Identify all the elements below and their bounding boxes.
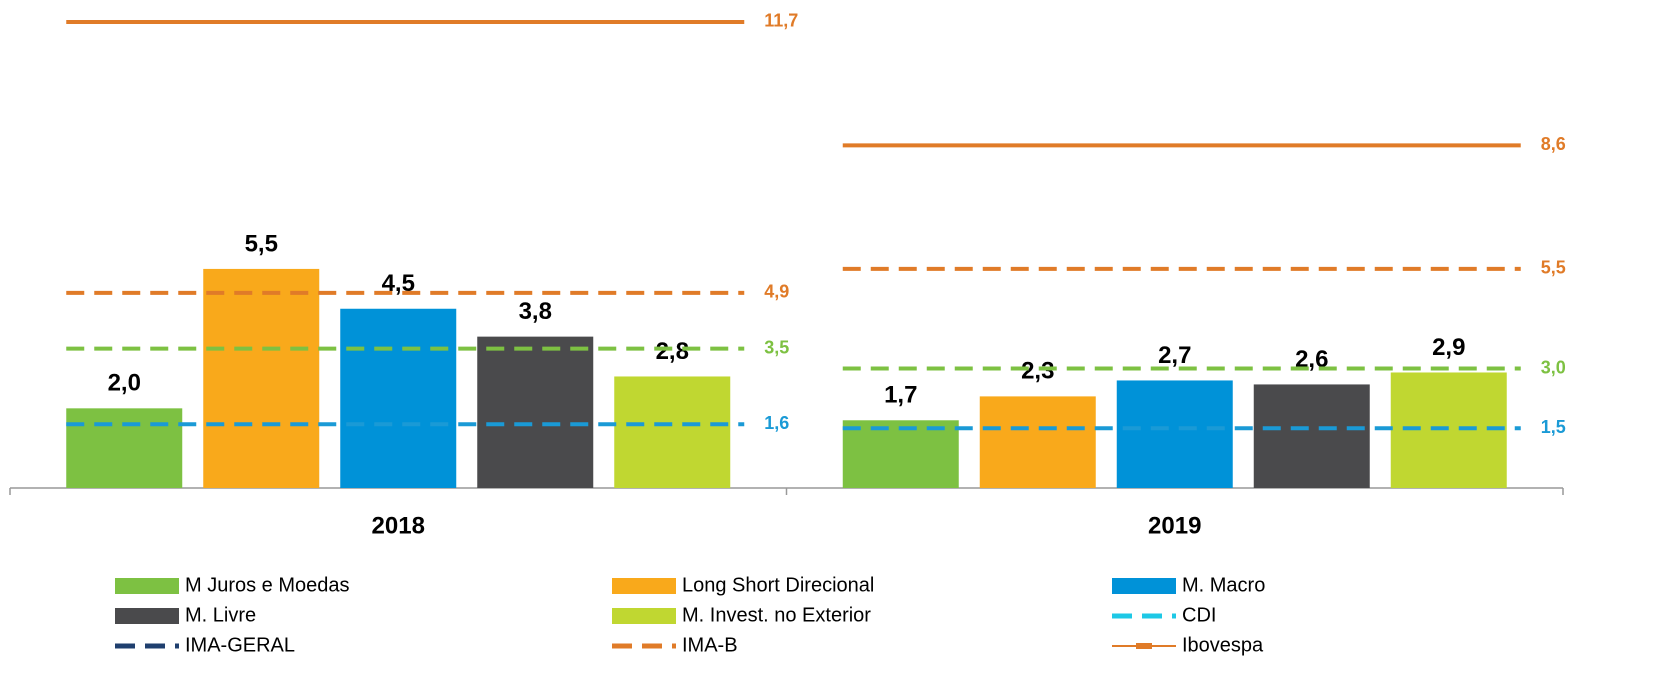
legend-swatch-marker [1136, 643, 1152, 649]
bar [979, 396, 1096, 488]
reference-label: 1,6 [764, 413, 789, 433]
data-label: 2,9 [1432, 334, 1465, 361]
legend-label: CDI [1182, 604, 1216, 626]
legend-label: IMA-GERAL [185, 634, 295, 656]
legend-swatch [612, 608, 676, 624]
data-label: 2,7 [1158, 342, 1191, 369]
legend-swatch [612, 578, 676, 594]
legend-swatch [115, 578, 179, 594]
legend-label: Long Short Direcional [682, 574, 874, 596]
data-label: 3,8 [519, 298, 552, 325]
legend-swatch [115, 608, 179, 624]
bar [1116, 380, 1233, 488]
bar [66, 408, 183, 488]
bar [340, 308, 457, 488]
legend-label: IMA-B [682, 634, 738, 656]
legend-label: Ibovespa [1182, 634, 1264, 656]
x-tick-label: 2019 [1148, 512, 1201, 539]
legend-label: M. Macro [1182, 574, 1265, 596]
data-label: 2,3 [1021, 358, 1054, 385]
legend-swatch [1112, 578, 1176, 594]
bar [203, 268, 320, 488]
reference-label: 5,5 [1541, 258, 1566, 278]
data-label: 2,0 [108, 370, 141, 397]
reference-label: 4,9 [764, 282, 789, 302]
data-label: 1,7 [884, 382, 917, 409]
bar [477, 336, 594, 488]
data-label: 5,5 [245, 230, 278, 257]
legend-label: M. Invest. no Exterior [682, 604, 871, 626]
data-label: 2,8 [656, 338, 689, 365]
bar [614, 376, 731, 488]
legend-label: M. Livre [185, 604, 256, 626]
reference-label: 1,5 [1541, 417, 1566, 437]
x-tick-label: 2018 [372, 512, 425, 539]
reference-label: 3,5 [764, 337, 789, 357]
reference-label: 3,0 [1541, 357, 1566, 377]
bar [842, 420, 959, 488]
bar [1253, 384, 1370, 488]
reference-label: 8,6 [1541, 134, 1566, 154]
reference-label: 11,7 [764, 11, 798, 31]
legend-label: M Juros e Moedas [185, 574, 350, 596]
